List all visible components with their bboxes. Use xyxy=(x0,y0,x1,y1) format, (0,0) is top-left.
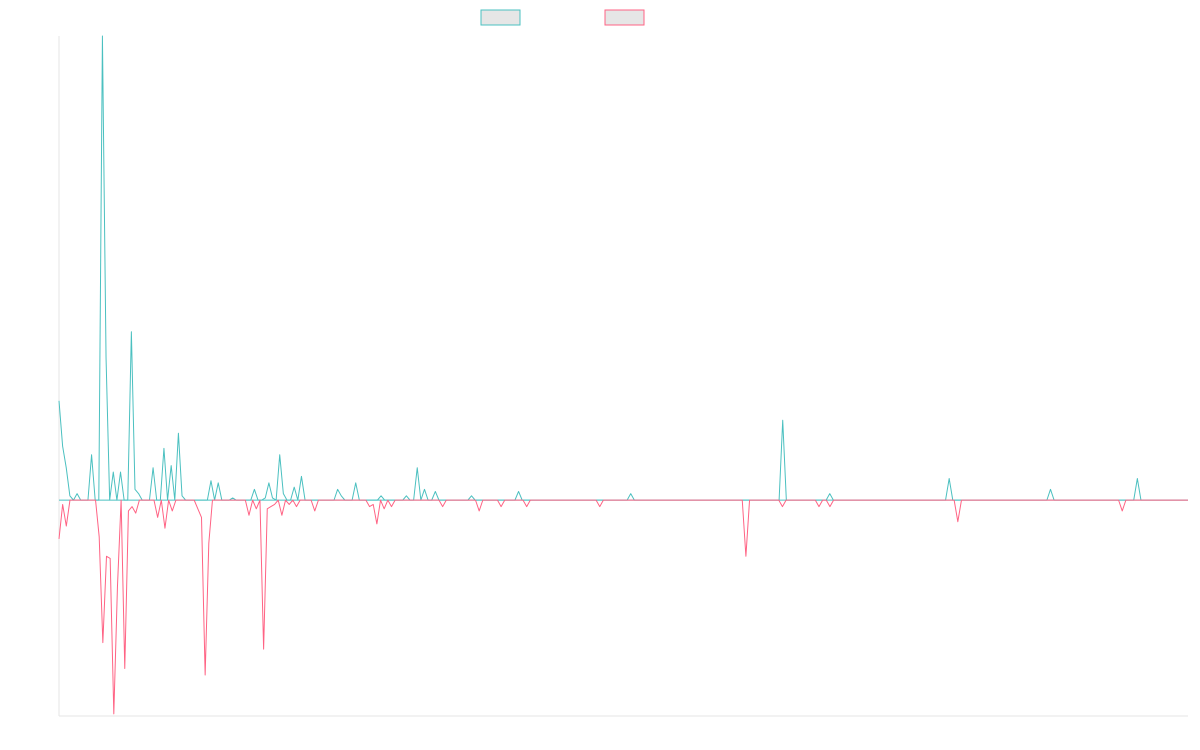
plot-area xyxy=(58,35,1188,715)
series-line-1 xyxy=(58,35,1188,501)
legend xyxy=(480,9,645,26)
series-line-2 xyxy=(58,499,1188,715)
legend-swatch-series-1[interactable] xyxy=(480,9,521,26)
legend-swatch-series-2[interactable] xyxy=(604,9,645,26)
